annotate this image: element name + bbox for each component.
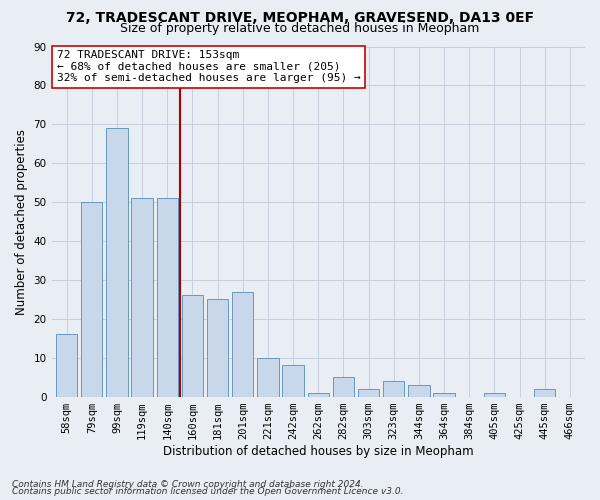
Bar <box>207 300 229 396</box>
Bar <box>56 334 77 396</box>
Bar <box>433 392 455 396</box>
Text: 72, TRADESCANT DRIVE, MEOPHAM, GRAVESEND, DA13 0EF: 72, TRADESCANT DRIVE, MEOPHAM, GRAVESEND… <box>66 11 534 25</box>
Bar <box>257 358 278 397</box>
Text: Contains HM Land Registry data © Crown copyright and database right 2024.: Contains HM Land Registry data © Crown c… <box>12 480 364 489</box>
Bar <box>484 392 505 396</box>
Bar <box>131 198 153 396</box>
Bar <box>383 381 404 396</box>
Bar <box>408 385 430 396</box>
Bar <box>81 202 103 396</box>
Bar <box>182 296 203 396</box>
Y-axis label: Number of detached properties: Number of detached properties <box>15 128 28 314</box>
Text: Contains public sector information licensed under the Open Government Licence v3: Contains public sector information licen… <box>12 487 404 496</box>
Bar <box>232 292 253 397</box>
Bar <box>358 389 379 396</box>
Text: 72 TRADESCANT DRIVE: 153sqm
← 68% of detached houses are smaller (205)
32% of se: 72 TRADESCANT DRIVE: 153sqm ← 68% of det… <box>57 50 361 83</box>
Bar <box>308 392 329 396</box>
Bar <box>106 128 128 396</box>
Bar <box>534 389 556 396</box>
Text: Size of property relative to detached houses in Meopham: Size of property relative to detached ho… <box>121 22 479 35</box>
Bar <box>283 366 304 396</box>
Bar <box>333 377 354 396</box>
Bar <box>157 198 178 396</box>
X-axis label: Distribution of detached houses by size in Meopham: Distribution of detached houses by size … <box>163 444 473 458</box>
